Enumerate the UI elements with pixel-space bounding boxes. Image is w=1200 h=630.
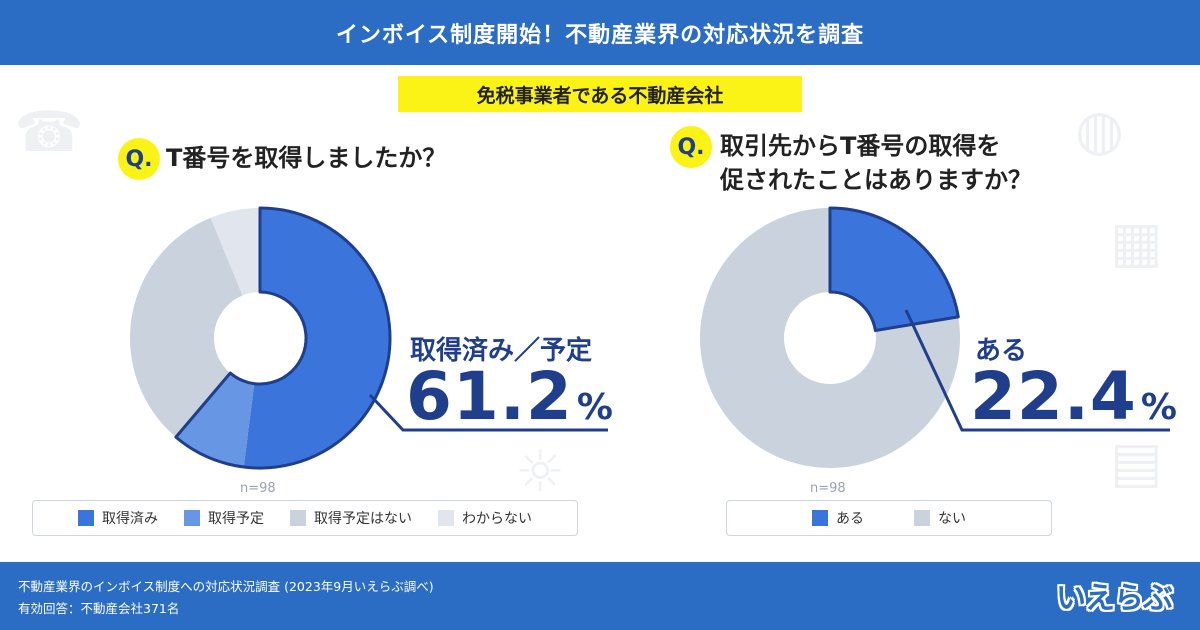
callout-value-right: 22.4%	[970, 358, 1178, 435]
callout-line-left	[368, 393, 608, 432]
legend-swatch	[438, 510, 454, 526]
globe-icon: ◍	[1075, 98, 1124, 163]
legend-label: ない	[938, 511, 966, 527]
callout-number-left: 61.2	[406, 358, 573, 435]
legend-item: 取得予定	[184, 508, 264, 528]
callout-unit-left: %	[576, 387, 614, 428]
right-donut-highlight-outline	[828, 206, 960, 333]
footer-survey-title: 不動産業界のインボイス制度への対応状況調査 (2023年9月いえらぶ調べ)	[18, 579, 434, 594]
legend-left: 取得済み 取得予定 取得予定はない わからない	[32, 500, 578, 536]
legend-swatch	[78, 510, 94, 526]
question-badge-right: Q.	[670, 126, 712, 168]
donut-chart-right	[700, 206, 960, 469]
right-donut-slice-2	[700, 208, 960, 469]
legend-label: 取得予定はない	[314, 511, 412, 527]
legend-label: ある	[836, 511, 864, 527]
brand-logo[interactable]: いえらぶ	[1056, 581, 1173, 616]
legend-item: ない	[914, 508, 966, 528]
document-icon: ▤	[1110, 430, 1163, 495]
header-title: インボイス制度開始！不動産業界の対応状況を調査	[0, 0, 1200, 65]
legend-swatch	[290, 510, 306, 526]
footer: 不動産業界のインボイス制度への対応状況調査 (2023年9月いえらぶ調べ) 有効…	[0, 562, 1200, 630]
lightbulb-icon: ☼	[515, 440, 566, 505]
question-right-line1: 取引先からT番号の取得を	[720, 132, 1001, 160]
callout-unit-right: %	[1140, 387, 1178, 428]
legend-label: 取得済み	[102, 511, 158, 527]
question-left: T番号を取得しましたか？	[166, 144, 447, 172]
question-badge-left: Q.	[118, 138, 160, 180]
donut-chart-left	[130, 206, 392, 470]
sample-size-left: n=98	[240, 481, 276, 496]
legend-swatch	[812, 510, 828, 526]
callout-number-right: 22.4	[970, 358, 1137, 435]
legend-item: わからない	[438, 508, 532, 528]
left-donut-highlight-outline	[174, 206, 392, 470]
callout-line-right	[904, 309, 1170, 432]
question-right-line2: 促されたことはありますか？	[720, 166, 1032, 194]
left-donut-slice-4	[210, 208, 260, 296]
left-donut-slice-2	[175, 373, 255, 467]
legend-label: 取得予定	[208, 511, 264, 527]
footer-respondents: 有効回答：不動産会社371名	[18, 601, 180, 616]
legend-swatch	[914, 510, 930, 526]
calendar-icon: ▦	[1110, 210, 1163, 275]
legend-item: 取得予定はない	[290, 508, 412, 528]
legend-label: わからない	[462, 511, 532, 527]
left-donut-slice-3	[130, 217, 243, 438]
callout-label-right: ある	[975, 336, 1028, 366]
legend-item: ある	[812, 508, 864, 528]
legend-swatch	[184, 510, 200, 526]
page-subtitle: 免税事業者である不動産会社	[398, 76, 802, 112]
right-donut-slice-1	[830, 208, 959, 331]
sample-size-right: n=98	[810, 481, 846, 496]
callout-value-left: 61.2%	[406, 358, 614, 435]
legend-right: ある ない	[726, 500, 1052, 536]
left-donut-slice-1	[243, 208, 390, 468]
legend-item: 取得済み	[78, 508, 158, 528]
phone-icon: ☎	[14, 100, 84, 165]
callout-label-left: 取得済み／予定	[410, 336, 593, 366]
